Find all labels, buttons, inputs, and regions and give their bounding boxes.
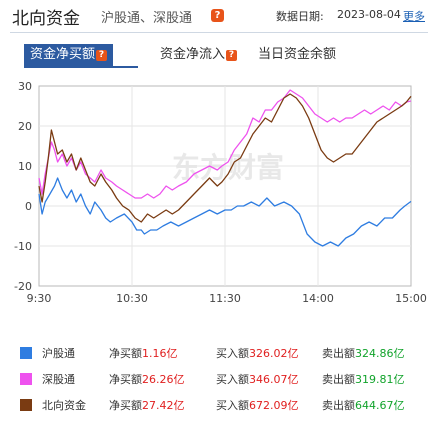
legend-name: 沪股通 — [42, 347, 75, 360]
sell-value: 卖出额324.86亿 — [322, 347, 405, 360]
date-value: 2023-08-04 — [337, 8, 401, 21]
net-buy-value: 净买额26.26亿 — [109, 373, 185, 386]
tab-net-buy[interactable]: 资金净买额? — [24, 44, 114, 66]
page-title: 北向资金 — [12, 9, 80, 29]
buy-value: 买入额326.02亿 — [216, 347, 299, 360]
legend-name: 深股通 — [42, 373, 75, 386]
series-line-1 — [38, 89, 412, 199]
tab-net-inflow[interactable]: 资金净流入? — [160, 44, 238, 66]
x-tick-label: 15:00 — [395, 292, 427, 302]
net-buy-line-chart: 东方财富 30 20 10 0 -10 -209:30 10:30 11:30 14:00 15:… — [14, 80, 427, 302]
net-buy-value: 净买额1.16亿 — [109, 347, 178, 360]
date-label: 数据日期: — [276, 10, 324, 23]
sell-value: 卖出额319.81亿 — [322, 373, 405, 386]
buy-value: 买入额346.07亿 — [216, 373, 299, 386]
y-tick-label: 10 — [18, 160, 32, 173]
y-tick-label: 30 — [18, 80, 32, 93]
series-line-0 — [38, 177, 412, 247]
help-icon[interactable]: ? — [226, 50, 238, 61]
x-tick-label: 9:30 — [27, 292, 52, 302]
header: 北向资金 沪股通、深股通 ? 数据日期: 2023-08-04 更多 — [0, 0, 438, 30]
legend-swatch-north — [20, 399, 32, 411]
x-tick-label: 14:00 — [302, 292, 334, 302]
tab-daily-balance-label: 当日资金余额 — [258, 47, 337, 62]
chart-series — [38, 89, 412, 247]
chart-grid — [38, 85, 412, 287]
more-link[interactable]: 更多 — [403, 10, 425, 23]
legend-swatch-sz — [20, 373, 32, 385]
x-tick-label: 10:30 — [116, 292, 148, 302]
y-tick-label: 20 — [18, 120, 32, 133]
legend-row-sz: 深股通 净买额26.26亿 买入额346.07亿 卖出额319.81亿 — [14, 366, 424, 392]
page-subtitle: 沪股通、深股通 — [101, 11, 193, 26]
legend-row-sh: 沪股通 净买额1.16亿 买入额326.02亿 卖出额324.86亿 — [14, 340, 424, 366]
help-icon[interactable]: ? — [96, 50, 108, 61]
legend-swatch-sh — [20, 347, 32, 359]
tab-net-inflow-label: 资金净流入 — [160, 47, 226, 62]
help-icon[interactable]: ? — [211, 9, 224, 22]
series-line-2 — [38, 93, 412, 223]
chart-watermark: 东方财富 — [172, 151, 284, 184]
buy-value: 买入额672.09亿 — [216, 399, 299, 412]
sell-value: 卖出额644.67亿 — [322, 399, 405, 412]
y-tick-label: -10 — [14, 240, 32, 253]
header-divider — [10, 32, 428, 33]
tab-net-buy-label: 资金净买额 — [30, 47, 96, 62]
net-buy-value: 净买额27.42亿 — [109, 399, 185, 412]
legend-name: 北向资金 — [42, 399, 86, 412]
legend: 沪股通 净买额1.16亿 买入额326.02亿 卖出额324.86亿 深股通 净… — [14, 340, 424, 418]
y-tick-label: 0 — [25, 200, 32, 213]
tab-underline — [24, 66, 138, 68]
y-tick-label: -20 — [14, 280, 32, 293]
chart-axes: 30 20 10 0 -10 -209:30 10:30 11:30 14:00 15:00 — [14, 80, 427, 302]
tab-daily-balance[interactable]: 当日资金余额 — [258, 44, 336, 66]
legend-row-north: 北向资金 净买额27.42亿 买入额672.09亿 卖出额644.67亿 — [14, 392, 424, 418]
x-tick-label: 11:30 — [209, 292, 241, 302]
